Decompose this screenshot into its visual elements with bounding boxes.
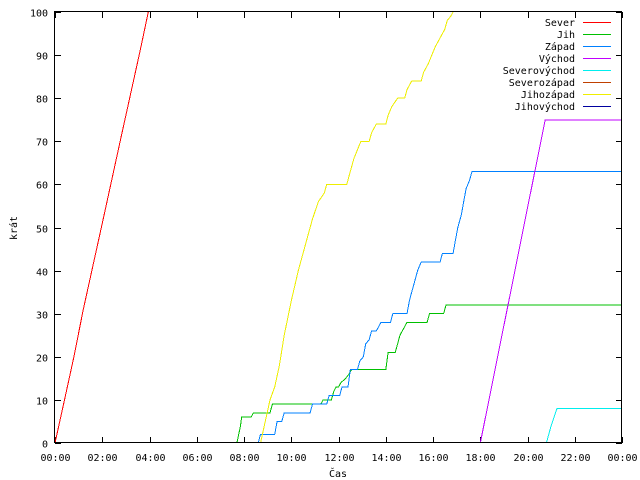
y-tick-label: 60 bbox=[36, 181, 48, 192]
legend-label: Jihozápad bbox=[521, 89, 575, 101]
y-tick-label: 90 bbox=[36, 52, 48, 63]
x-axis-label: Čas bbox=[329, 467, 347, 480]
y-tick-label: 40 bbox=[36, 268, 48, 279]
legend-label: Severovýchod bbox=[503, 65, 575, 77]
x-tick-label: 04:00 bbox=[135, 453, 165, 464]
y-tick-label: 100 bbox=[30, 9, 48, 20]
series-lines bbox=[54, 11, 622, 444]
x-tick-label: 06:00 bbox=[182, 453, 212, 464]
x-tick-label: 02:00 bbox=[87, 453, 117, 464]
legend: SeverJihZápadVýchodSeverovýchodSeverozáp… bbox=[503, 18, 611, 113]
legend-label: Jihovýchod bbox=[515, 101, 575, 113]
y-tick-label: 10 bbox=[36, 397, 48, 408]
x-tick-label: 14:00 bbox=[371, 453, 401, 464]
axis-ticks: 0 10 20 30 40 50 60 70 80 90 100 00:00 02:00 04:00 06:… bbox=[30, 9, 638, 465]
y-tick-label: 70 bbox=[36, 138, 48, 149]
x-tick-label: 10:00 bbox=[276, 453, 306, 464]
y-tick-label: 20 bbox=[36, 354, 48, 365]
series-line-4 bbox=[479, 119, 622, 444]
x-tick-label: 12:00 bbox=[324, 453, 354, 464]
y-tick-label: 80 bbox=[36, 95, 48, 106]
legend-label: Východ bbox=[539, 53, 575, 65]
series-line-5 bbox=[545, 408, 622, 444]
x-tick-label: 20:00 bbox=[513, 453, 543, 464]
series-line-3 bbox=[257, 171, 622, 444]
y-tick-label: 0 bbox=[42, 440, 48, 451]
y-tick-label: 30 bbox=[36, 311, 48, 322]
plot-frame bbox=[54, 11, 622, 443]
legend-label: Jih bbox=[557, 30, 575, 41]
x-tick-label: 22:00 bbox=[560, 453, 590, 464]
legend-label: Sever bbox=[545, 18, 575, 29]
series-line-1 bbox=[54, 11, 149, 444]
x-tick-label: 18:00 bbox=[465, 453, 495, 464]
series-line-7 bbox=[260, 11, 454, 444]
y-tick-label: 50 bbox=[36, 225, 48, 236]
legend-label: Severozápad bbox=[509, 77, 575, 89]
y-axis-label: krát bbox=[8, 216, 20, 240]
x-tick-label: 16:00 bbox=[418, 453, 448, 464]
x-tick-label: 08:00 bbox=[229, 453, 259, 464]
x-tick-label: 00:00 bbox=[607, 453, 637, 464]
x-tick-label: 00:00 bbox=[40, 453, 70, 464]
legend-label: Západ bbox=[545, 41, 575, 53]
